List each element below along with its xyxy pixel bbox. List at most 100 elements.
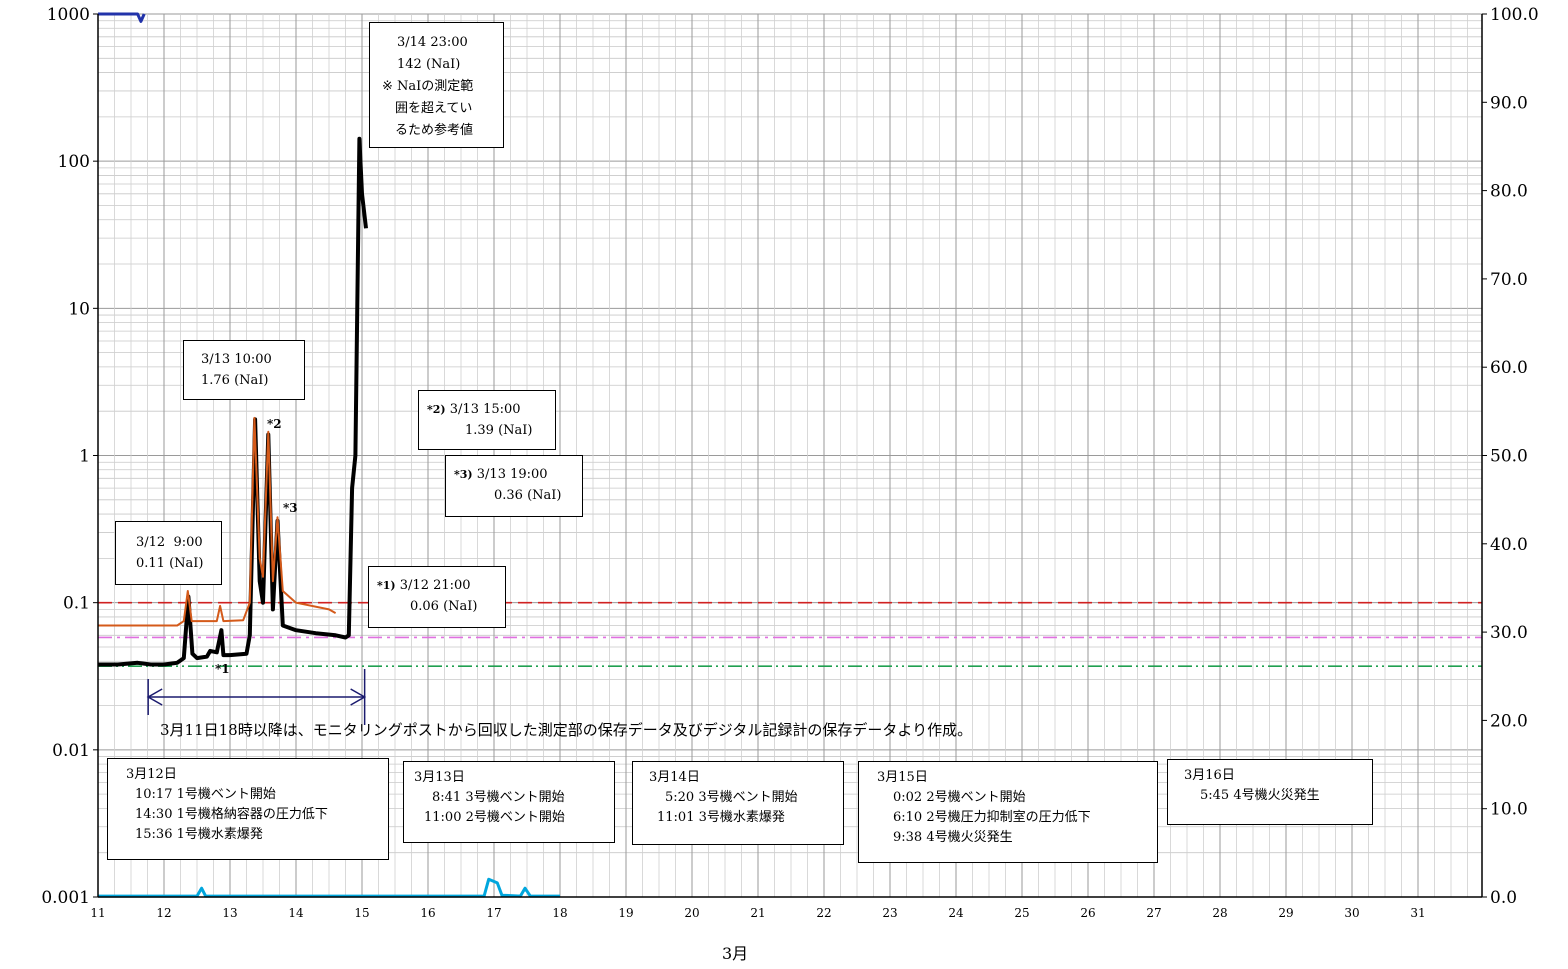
event-item: 5:45 4号機火災発生 xyxy=(1200,788,1320,803)
event-item: 11:00 2号機ベント開始 xyxy=(424,810,565,825)
left-tick-label: 0.001 xyxy=(41,888,90,908)
right-tick-label: 40.0 xyxy=(1490,535,1528,555)
event-title: 3月14日 xyxy=(649,770,700,785)
x-tick-label: 17 xyxy=(486,906,501,920)
x-tick-label: 20 xyxy=(684,906,699,920)
data-source-note: 3月11日18時以降は、モニタリングポストから回収した測定部の保存データ及びデジ… xyxy=(160,721,973,739)
x-tick-label: 16 xyxy=(420,906,435,920)
event-title: 3月16日 xyxy=(1184,768,1235,783)
left-tick-label: 1000 xyxy=(47,5,90,25)
x-tick-label: 23 xyxy=(882,906,897,920)
marker-star-2: *2 xyxy=(267,417,282,431)
right-tick-label: 80.0 xyxy=(1490,182,1528,202)
event-item: 10:17 1号機ベント開始 xyxy=(135,787,276,802)
event-box-3-16: 3月16日 5:45 4号機火災発生 xyxy=(1167,759,1373,825)
event-title: 3月15日 xyxy=(877,770,928,785)
series-line-0 xyxy=(98,136,368,667)
x-tick-label: 22 xyxy=(816,906,831,920)
event-box-3-13: 3月13日 8:41 3号機ベント開始 11:00 2号機ベント開始 xyxy=(403,761,615,843)
callout-line: 囲を超えてい xyxy=(382,101,473,116)
callout-mark: *3) xyxy=(454,468,473,481)
x-tick-label: 14 xyxy=(288,906,304,920)
left-tick-label: 100 xyxy=(58,152,90,172)
x-tick-label: 26 xyxy=(1080,906,1095,920)
x-tick-label: 13 xyxy=(222,906,237,920)
left-tick-label: 0.01 xyxy=(52,741,90,761)
event-title: 3月13日 xyxy=(414,770,465,785)
event-item: 9:38 4号機火災発生 xyxy=(893,830,1013,845)
left-tick-label: 0.1 xyxy=(63,594,90,614)
event-box-3-15: 3月15日 0:02 2号機ベント開始 6:10 2号機圧力抑制室の圧力低下 9… xyxy=(858,761,1158,863)
event-item: 0:02 2号機ベント開始 xyxy=(893,790,1026,805)
callout-line: *3) 3/13 19:00 xyxy=(454,464,582,485)
right-tick-label: 60.0 xyxy=(1490,358,1528,378)
right-tick-label: 30.0 xyxy=(1490,623,1528,643)
event-item: 5:20 3号機ベント開始 xyxy=(665,790,798,805)
event-box-3-14: 3月14日 5:20 3号機ベント開始 11:01 3号機水素爆発 xyxy=(632,761,844,845)
left-tick-label: 1 xyxy=(79,447,90,467)
event-item: 15:36 1号機水素爆発 xyxy=(135,827,263,842)
grid xyxy=(97,13,1482,898)
callout-line: 0.11 (NaI) xyxy=(136,556,204,571)
right-tick-label: 70.0 xyxy=(1490,270,1528,290)
callout-3-13-1500: *2) 3/13 15:00 1.39 (NaI) xyxy=(418,390,556,450)
event-item: 8:41 3号機ベント開始 xyxy=(432,790,565,805)
callout-line: 3/13 10:00 xyxy=(201,352,272,367)
callout-text: 3/13 19:00 xyxy=(476,467,548,482)
right-tick-label: 50.0 xyxy=(1490,447,1528,467)
callout-line: 1.76 (NaI) xyxy=(201,373,269,388)
x-tick-label: 25 xyxy=(1014,906,1029,920)
plot-series xyxy=(98,12,560,898)
event-title: 3月12日 xyxy=(126,767,177,782)
callout-mark: *2) xyxy=(427,403,446,416)
x-tick-label: 30 xyxy=(1344,906,1359,920)
x-tick-label: 28 xyxy=(1212,906,1227,920)
x-axis-title: 3月 xyxy=(722,944,749,963)
callout-text: 3/13 15:00 xyxy=(449,402,521,417)
left-tick-label: 10 xyxy=(68,299,90,319)
series-line-3 xyxy=(98,12,146,23)
callout-line: 3/14 23:00 xyxy=(397,35,468,50)
x-tick-label: 27 xyxy=(1146,906,1161,920)
callout-line: *2) 3/13 15:00 xyxy=(427,399,555,420)
x-tick-label: 31 xyxy=(1410,906,1425,920)
axes xyxy=(93,13,1487,898)
event-item: 11:01 3号機水素爆発 xyxy=(657,810,785,825)
event-item: 6:10 2号機圧力抑制室の圧力低下 xyxy=(893,810,1091,825)
x-tick-label: 19 xyxy=(618,906,633,920)
x-tick-label: 24 xyxy=(948,906,964,920)
right-tick-label: 20.0 xyxy=(1490,711,1528,731)
callout-3-13-1000: 3/13 10:00 1.76 (NaI) xyxy=(183,340,305,400)
callout-3-12-0900: 3/12 9:00 0.11 (NaI) xyxy=(115,521,222,585)
right-tick-label: 0.0 xyxy=(1490,888,1517,908)
event-box-3-12: 3月12日 10:17 1号機ベント開始 14:30 1号機格納容器の圧力低下 … xyxy=(107,758,389,860)
x-tick-label: 29 xyxy=(1278,906,1293,920)
callout-text: 3/12 21:00 xyxy=(399,578,471,593)
series-line-1 xyxy=(98,416,337,627)
x-tick-label: 15 xyxy=(354,906,369,920)
x-tick-label: 18 xyxy=(552,906,567,920)
callout-line: 3/12 9:00 xyxy=(136,535,203,550)
reference-lines xyxy=(98,601,1482,668)
callout-3-12-2100: *1) 3/12 21:00 0.06 (NaI) xyxy=(368,566,506,628)
x-tick-label: 11 xyxy=(90,906,105,920)
marker-star-1: *1 xyxy=(215,662,230,676)
callout-line: るため参考値 xyxy=(382,123,474,138)
callout-line: 0.06 (NaI) xyxy=(410,599,478,614)
x-tick-label: 21 xyxy=(750,906,765,920)
x-tick-label: 12 xyxy=(156,906,171,920)
range-arrow xyxy=(146,669,367,725)
callout-line: 1.39 (NaI) xyxy=(465,423,533,438)
right-tick-label: 90.0 xyxy=(1490,93,1528,113)
event-item: 14:30 1号機格納容器の圧力低下 xyxy=(135,807,328,822)
callout-line: 142 (NaI) xyxy=(397,57,461,72)
right-tick-label: 10.0 xyxy=(1490,800,1528,820)
callout-mark: *1) xyxy=(377,579,396,592)
callout-3-14-2300: 3/14 23:00 142 (NaI) ※ NaIの測定範 囲を超えてい るた… xyxy=(369,22,504,148)
marker-star-3: *3 xyxy=(283,501,298,515)
callout-line: ※ NaIの測定範 xyxy=(382,79,474,94)
series-line-2 xyxy=(98,877,560,898)
callout-3-13-1900: *3) 3/13 19:00 0.36 (NaI) xyxy=(445,455,583,517)
tick-labels: 0.001 0.01 0.1 1 10 100 1000 0.0 10.0 20.0 30.0 40.… xyxy=(41,5,1538,920)
